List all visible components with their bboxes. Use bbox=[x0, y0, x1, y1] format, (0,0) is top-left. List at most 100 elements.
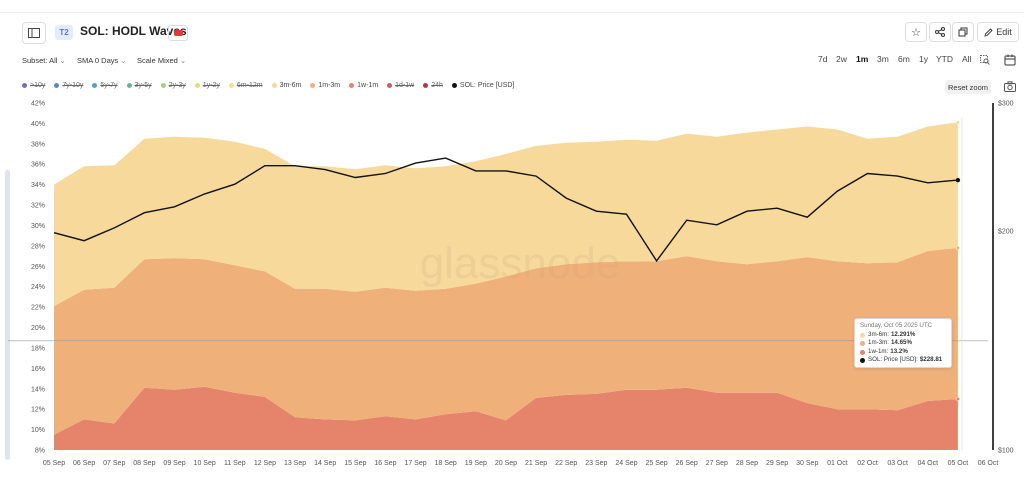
range-2w[interactable]: 2w bbox=[836, 54, 847, 64]
tooltip-dot bbox=[860, 341, 865, 347]
scale-select[interactable]: Scale Mixed ⌄ bbox=[137, 56, 186, 65]
x-tick-label: 29 Sep bbox=[766, 460, 788, 467]
legend-item[interactable]: 1m-3m bbox=[310, 82, 340, 89]
tooltip-date: Sunday, Oct 05 2025 UTC bbox=[860, 322, 933, 329]
y-right-tick-label: $100 bbox=[998, 448, 1014, 455]
sma-select[interactable]: SMA 0 Days ⌄ bbox=[77, 56, 127, 65]
legend-dot bbox=[310, 82, 316, 88]
legend-item[interactable]: 24h bbox=[423, 82, 443, 89]
legend-label: SOL: Price [USD] bbox=[459, 81, 515, 89]
subset-select[interactable]: Subset: All ⌄ bbox=[22, 56, 66, 65]
x-tick-label: 22 Sep bbox=[555, 460, 577, 467]
edit-button[interactable]: Edit bbox=[977, 22, 1019, 42]
zoom-select-icon[interactable] bbox=[980, 55, 990, 65]
camera-icon[interactable] bbox=[1004, 81, 1016, 92]
legend-item[interactable]: 6m-12m bbox=[228, 82, 263, 89]
x-tick-label: 23 Sep bbox=[585, 460, 607, 467]
hover-marker-3m-6m bbox=[955, 120, 960, 125]
price-line bbox=[53, 157, 958, 263]
tier-badge: T2 bbox=[55, 25, 73, 40]
x-tick-label: 08 Sep bbox=[133, 460, 155, 467]
tooltip-label: 1w-1m: bbox=[868, 347, 889, 355]
favorite-button[interactable]: ☆ bbox=[905, 22, 927, 42]
x-tick-label: 18 Sep bbox=[435, 460, 457, 467]
legend-dot bbox=[160, 82, 166, 88]
youtube-button[interactable] bbox=[168, 25, 188, 41]
tooltip-value: 14.65% bbox=[890, 339, 912, 347]
legend-label: 7y-10y bbox=[62, 81, 84, 89]
calendar-icon[interactable] bbox=[1002, 52, 1018, 68]
copy-icon bbox=[958, 27, 968, 37]
share-button[interactable] bbox=[929, 22, 951, 42]
legend-item[interactable]: 2y-3y bbox=[160, 82, 186, 89]
top-divider bbox=[0, 12, 1024, 13]
y-right-tick-label: $200 bbox=[998, 229, 1014, 236]
y-left-tick-label: 38% bbox=[31, 141, 45, 148]
legend-label: 5y-7y bbox=[100, 81, 118, 89]
x-tick-label: 02 Oct bbox=[857, 460, 878, 467]
legend-item[interactable]: SOL: Price [USD] bbox=[451, 81, 515, 89]
y-left-tick-label: 22% bbox=[31, 305, 45, 312]
reset-zoom-button[interactable]: Reset zoom bbox=[945, 80, 991, 94]
chevron-down-icon: ⌄ bbox=[120, 56, 127, 65]
legend-item[interactable]: >10y bbox=[22, 82, 45, 89]
legend-item[interactable]: 5y-7y bbox=[92, 81, 118, 89]
legend-dot bbox=[271, 82, 277, 88]
legend-dot bbox=[22, 82, 27, 88]
x-tick-label: 16 Sep bbox=[374, 460, 396, 467]
range-1m[interactable]: 1m bbox=[856, 54, 869, 64]
range-7d[interactable]: 7d bbox=[818, 54, 828, 64]
tooltip-row: SOL: Price [USD]: $228.81 bbox=[860, 356, 946, 364]
y-left-tick-label: 8% bbox=[35, 448, 45, 455]
copy-button[interactable] bbox=[952, 22, 974, 42]
tooltip-value: 13.2% bbox=[890, 347, 908, 355]
x-tick-label: 28 Sep bbox=[736, 460, 758, 467]
x-tick-label: 10 Sep bbox=[194, 460, 216, 467]
legend-label: 1m-3m bbox=[318, 81, 341, 89]
share-icon bbox=[935, 27, 945, 37]
legend-label: >10y bbox=[30, 81, 46, 89]
legend-item[interactable]: 7y-10y bbox=[54, 82, 83, 89]
range-6m[interactable]: 6m bbox=[898, 54, 910, 64]
x-tick-label: 04 Oct bbox=[917, 460, 938, 467]
hover-marker-1w-1m bbox=[955, 396, 960, 402]
y-left-tick-label: 10% bbox=[31, 427, 45, 434]
range-all[interactable]: All bbox=[962, 54, 972, 64]
range-3m[interactable]: 3m bbox=[877, 54, 889, 64]
sidebar-scrollbar[interactable] bbox=[5, 170, 10, 460]
x-tick-label: 05 Sep bbox=[43, 460, 65, 467]
legend-item[interactable]: 3y-5y bbox=[126, 82, 152, 89]
x-tick-label: 01 Oct bbox=[827, 460, 848, 467]
legend-dot bbox=[349, 82, 355, 88]
tooltip-row: 3m-6m: 12.291% bbox=[860, 331, 946, 339]
legend-label: 3m-6m bbox=[279, 81, 302, 89]
legend-item[interactable]: 1d-1w bbox=[387, 82, 414, 89]
legend-item[interactable]: 1y-2y bbox=[194, 82, 220, 89]
legend-item[interactable]: 3m-6m bbox=[271, 81, 302, 89]
chevron-down-icon: ⌄ bbox=[59, 56, 66, 65]
toggle-sidebar-button[interactable] bbox=[22, 22, 46, 44]
tooltip-label: 1m-3m: bbox=[868, 339, 889, 347]
x-tick-label: 03 Oct bbox=[887, 460, 908, 467]
chart-tooltip: Sunday, Oct 05 2025 UTC 3m-6m: 12.291% 1m-… bbox=[854, 318, 952, 368]
range-ytd[interactable]: YTD bbox=[936, 54, 953, 64]
legend-dot bbox=[228, 82, 234, 88]
pencil-icon bbox=[984, 27, 993, 37]
x-tick-label: 19 Sep bbox=[465, 460, 487, 467]
y-left-tick-label: 26% bbox=[31, 264, 45, 271]
range-1y[interactable]: 1y bbox=[919, 54, 928, 64]
x-tick-label: 20 Sep bbox=[495, 460, 517, 467]
y-left-tick-label: 24% bbox=[31, 284, 45, 291]
legend-dot bbox=[194, 82, 200, 88]
x-tick-label: 30 Sep bbox=[796, 460, 818, 467]
legend-label: 24h bbox=[431, 81, 443, 89]
y-left-tick-label: 12% bbox=[31, 407, 45, 414]
y-left-tick-label: 28% bbox=[31, 243, 45, 250]
legend-item[interactable]: 1w-1m bbox=[349, 82, 378, 89]
y-right-tick-label: $300 bbox=[998, 101, 1014, 108]
legend-label: 1w-1m bbox=[357, 81, 379, 89]
y-left-tick-label: 30% bbox=[31, 223, 45, 230]
y-left-tick-label: 32% bbox=[31, 203, 45, 210]
y-left-tick-label: 34% bbox=[31, 182, 45, 189]
